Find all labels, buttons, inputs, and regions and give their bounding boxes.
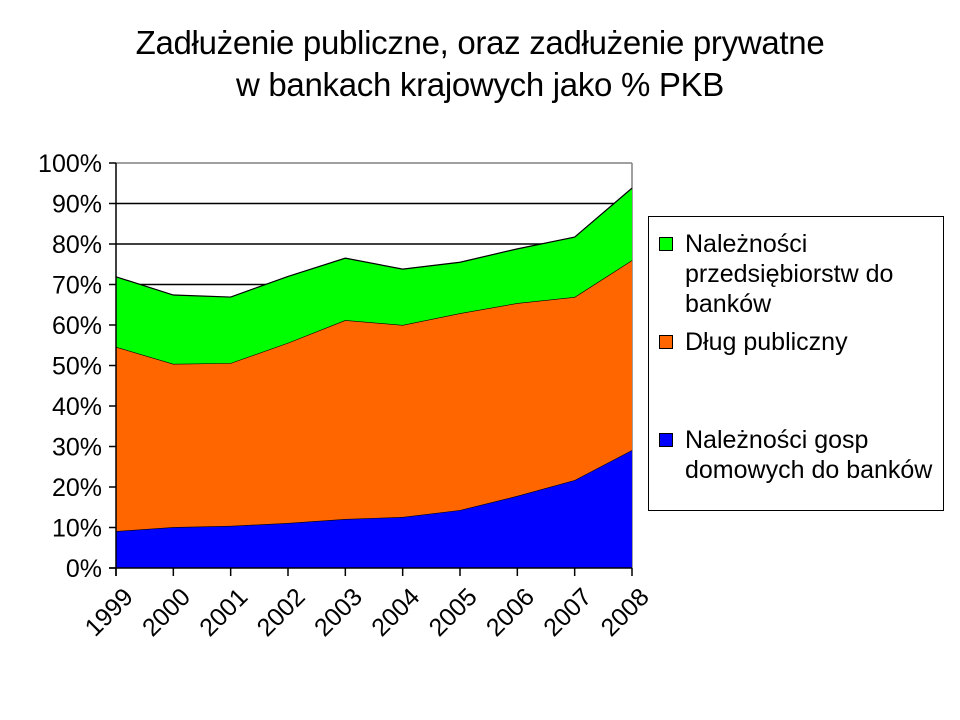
legend-label: Należności przedsiębiorstw do banków bbox=[685, 230, 894, 318]
x-tick-label: 2006 bbox=[481, 583, 540, 642]
x-tick-label: 2008 bbox=[596, 583, 655, 642]
x-tick-label: 2002 bbox=[252, 583, 311, 642]
area-series-0 bbox=[116, 450, 632, 568]
y-tick-label: 100% bbox=[38, 150, 102, 178]
legend-label: Należności gosp domowych do banków bbox=[685, 426, 933, 484]
y-tick-label: 30% bbox=[52, 434, 102, 462]
legend-swatch-blue bbox=[659, 433, 673, 447]
stacked-areas bbox=[115, 187, 633, 568]
y-tick-label: 70% bbox=[52, 272, 102, 300]
y-tick-label: 0% bbox=[66, 555, 102, 583]
y-tick-label: 90% bbox=[52, 191, 102, 219]
x-tick-label: 2000 bbox=[137, 583, 196, 642]
y-tick-label: 50% bbox=[52, 353, 102, 381]
x-tick-label: 2003 bbox=[309, 583, 368, 642]
y-axis-ticks: 0% 10% 20% 30% 40% 50% 60% 70% 80% 90% 100% bbox=[38, 150, 116, 583]
legend-swatch-orange bbox=[659, 335, 673, 349]
y-tick-label: 60% bbox=[52, 312, 102, 340]
area-series-1 bbox=[116, 260, 632, 532]
area-series-2 bbox=[116, 188, 632, 364]
y-tick-label: 10% bbox=[52, 515, 102, 543]
x-tick-label: 2005 bbox=[424, 583, 483, 642]
x-tick-label: 2001 bbox=[194, 583, 253, 642]
chart-title-line1: Zadłużenie publiczne, oraz zadłużenie pr… bbox=[135, 24, 825, 61]
chart-title: Zadłużenie publiczne, oraz zadłużenie pr… bbox=[0, 22, 960, 106]
area-outline-2 bbox=[115, 187, 633, 298]
legend-swatch-green bbox=[659, 237, 673, 251]
chart-title-line2: w bankach krajowych jako % PKB bbox=[235, 66, 725, 103]
x-tick-label: 2004 bbox=[366, 583, 425, 642]
y-tick-label: 20% bbox=[52, 474, 102, 502]
x-tick-label: 1999 bbox=[80, 583, 139, 642]
legend-label: Dług publiczny bbox=[685, 328, 848, 356]
y-tick-label: 80% bbox=[52, 231, 102, 259]
axes bbox=[109, 163, 632, 576]
y-tick-label: 40% bbox=[52, 393, 102, 421]
x-tick-label: 2007 bbox=[538, 583, 597, 642]
legend: Należności przedsiębiorstw do banków Dłu… bbox=[648, 216, 944, 511]
